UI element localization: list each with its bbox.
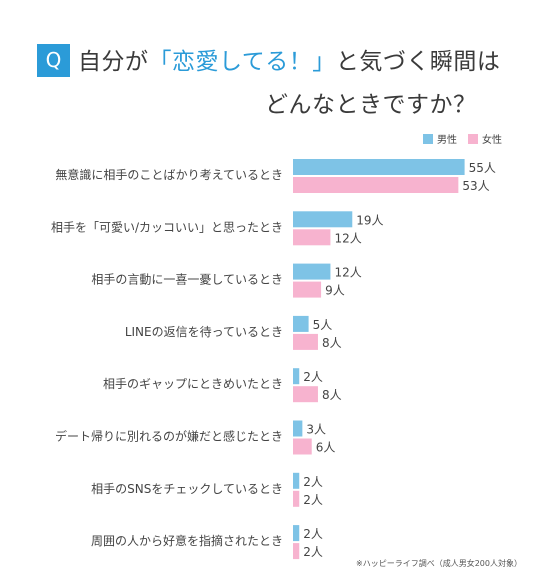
legend-label-0: 男性 xyxy=(437,133,457,146)
data-label: 8人 xyxy=(322,388,342,402)
data-label: 3人 xyxy=(306,423,326,437)
data-label: 5人 xyxy=(313,318,333,332)
bar xyxy=(293,263,331,280)
question-badge: Q xyxy=(37,44,70,77)
bar xyxy=(293,543,300,560)
bar xyxy=(293,211,353,228)
data-label: 12人 xyxy=(334,231,361,245)
data-label: 12人 xyxy=(334,266,361,280)
data-label: 19人 xyxy=(356,213,383,227)
data-label: 2人 xyxy=(303,493,323,507)
bar xyxy=(293,490,300,507)
data-label: 2人 xyxy=(303,475,323,489)
title-line-1: 自分が「恋愛してる！」と気づく瞬間は xyxy=(78,42,500,76)
category-label: LINEの返信を待っているとき xyxy=(125,325,283,339)
title-post: と気づく瞬間は xyxy=(335,49,501,75)
title-line-2: どんなときですか？ xyxy=(265,92,477,118)
bar xyxy=(293,229,331,246)
bar xyxy=(293,420,303,437)
bar xyxy=(293,281,322,298)
category-label: 周囲の人から好意を指摘されたとき xyxy=(91,533,283,548)
bar xyxy=(293,438,312,455)
bar xyxy=(293,368,300,385)
legend-swatch-0 xyxy=(423,134,433,144)
category-label: 相手のSNSをチェックしているとき xyxy=(91,482,283,496)
category-label: 無意識に相手のことばかり考えているとき xyxy=(55,167,283,182)
title-highlight: 「恋愛してる！」 xyxy=(148,49,336,75)
data-label: 55人 xyxy=(469,161,496,175)
data-label: 2人 xyxy=(303,527,323,541)
bar xyxy=(293,315,309,332)
data-label: 8人 xyxy=(322,336,342,350)
data-label: 2人 xyxy=(303,545,323,559)
bar xyxy=(293,386,318,403)
bar xyxy=(293,525,300,542)
bar xyxy=(293,177,459,193)
category-label: 相手のギャップにときめいたとき xyxy=(103,377,283,391)
data-label: 53人 xyxy=(462,179,489,193)
footnote: ※ハッピーライフ調べ（成人男女200人対象） xyxy=(356,559,522,568)
category-label: デート帰りに別れるのが嫌だと感じたとき xyxy=(55,429,283,444)
bar xyxy=(293,472,300,489)
title-pre: 自分が xyxy=(78,49,149,75)
legend-swatch-1 xyxy=(468,134,478,144)
data-label: 9人 xyxy=(325,284,345,298)
legend-label-1: 女性 xyxy=(482,133,502,146)
data-label: 2人 xyxy=(303,370,323,384)
bar xyxy=(293,333,318,350)
data-label: 6人 xyxy=(316,441,336,455)
bar xyxy=(293,159,465,175)
category-label: 相手の言動に一喜一憂しているとき xyxy=(91,273,283,287)
category-label: 相手を「可愛い/カッコいい」と思ったとき xyxy=(51,220,283,234)
